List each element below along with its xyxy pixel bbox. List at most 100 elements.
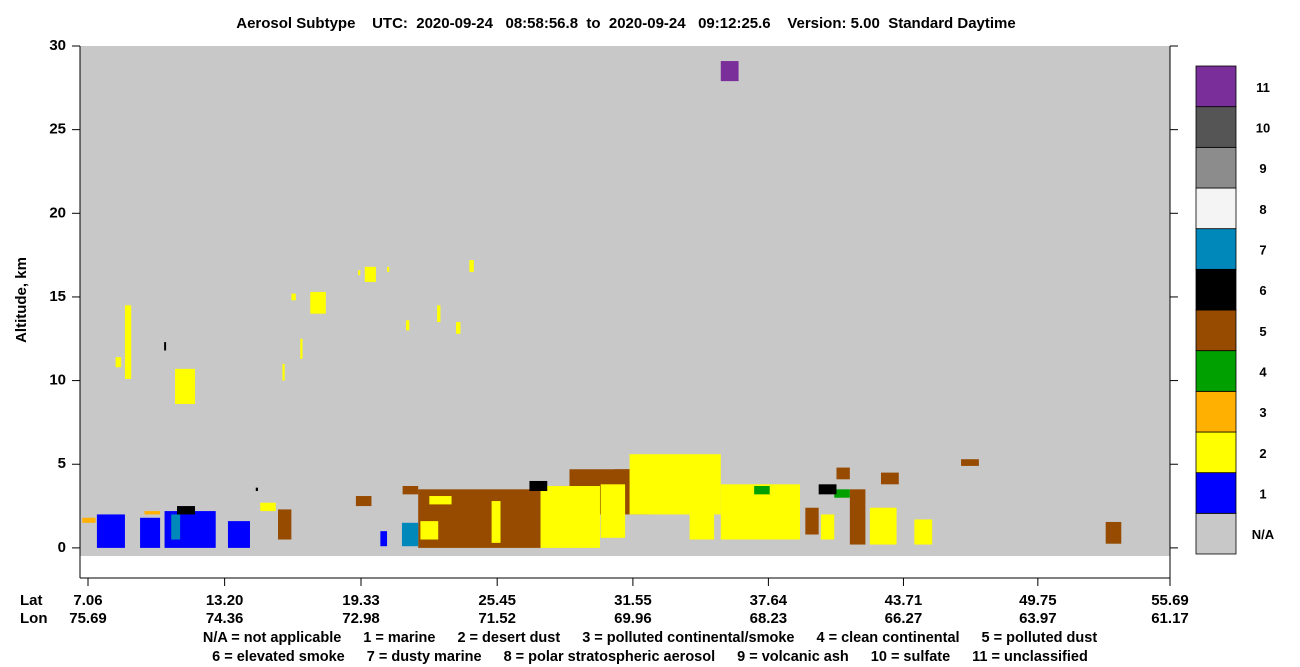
x-tick-label: 37.64 [750, 592, 788, 609]
aerosol-feature [836, 467, 850, 480]
colorbar-swatch [1195, 390, 1237, 433]
aerosol-feature [689, 480, 715, 540]
aerosol-feature [291, 293, 296, 301]
x-tick-label: 7.06 [73, 592, 102, 609]
x-tick-label: 55.69 [1151, 592, 1189, 609]
aerosol-feature [227, 521, 250, 548]
legend-item: 1 = marine [363, 630, 436, 646]
aerosol-feature [144, 511, 161, 515]
x-tick-label: 19.33 [342, 592, 380, 609]
aerosol-feature [164, 342, 167, 351]
colorbar-label: N/A [1252, 527, 1275, 542]
colorbar-label: 6 [1259, 283, 1266, 298]
colorbar-label: 2 [1259, 446, 1266, 461]
aerosol-feature [914, 519, 933, 545]
aerosol-feature [171, 514, 181, 540]
aerosol-feature [124, 305, 132, 379]
colorbar-swatch [1195, 431, 1237, 474]
colorbar-label: 1 [1259, 486, 1266, 501]
aerosol-feature [278, 509, 292, 540]
aerosol-feature [82, 517, 96, 523]
x-tick-label: 49.75 [1019, 592, 1057, 609]
legend-item: 6 = elevated smoke [212, 649, 345, 665]
legend-item: 2 = desert dust [457, 630, 561, 646]
lon-tick-label: 74.36 [206, 610, 244, 627]
colorbar-swatch [1195, 512, 1237, 555]
aerosol-feature [720, 61, 739, 82]
y-tick-label: 20 [49, 204, 66, 221]
aerosol-feature [358, 270, 361, 276]
colorbar-label: 11 [1256, 80, 1270, 95]
aerosol-feature [834, 489, 850, 498]
aerosol-feature [820, 514, 835, 540]
lon-tick-label: 61.17 [1151, 610, 1189, 627]
aerosol-feature [255, 487, 258, 492]
colorbar-swatch [1195, 350, 1237, 392]
x-tick-label: 31.55 [614, 592, 652, 609]
aerosol-feature [300, 338, 303, 359]
aerosol-feature [540, 485, 600, 548]
aerosol-feature [805, 507, 819, 535]
aerosol-feature [961, 459, 979, 466]
legend-item: 10 = sulfate [870, 649, 951, 665]
aerosol-feature [429, 496, 452, 505]
lon-tick-label: 75.69 [69, 610, 107, 627]
aerosol-feature [282, 363, 285, 381]
aerosol-feature [355, 496, 372, 507]
y-tick-label: 5 [58, 455, 66, 472]
aerosol-feature [380, 531, 388, 547]
colorbar-label: 7 [1259, 242, 1266, 257]
lon-tick-label: 69.96 [614, 610, 652, 627]
aerosol-feature [529, 480, 548, 492]
lon-tick-label: 68.23 [750, 610, 788, 627]
colorbar-swatch [1195, 146, 1237, 189]
aerosol-feature [402, 485, 419, 495]
aerosol-feature [491, 501, 501, 543]
x-row-label: Lon [20, 610, 48, 627]
legend-item: 4 = clean continental [816, 630, 960, 646]
aerosol-feature [115, 357, 122, 368]
aerosol-feature [387, 266, 390, 272]
colorbar-label: 4 [1259, 364, 1267, 379]
legend-item: 8 = polar stratospheric aerosol [503, 649, 716, 665]
legend-item: N/A = not applicable [202, 630, 342, 646]
legend-item: 9 = volcanic ash [737, 649, 849, 665]
y-tick-label: 30 [49, 37, 66, 54]
legend-item: 11 = unclassified [972, 649, 1088, 665]
lon-tick-label: 66.27 [885, 610, 923, 627]
aerosol-feature [177, 506, 196, 515]
y-tick-label: 15 [49, 288, 66, 305]
y-tick-label: 0 [58, 539, 66, 556]
lon-tick-label: 63.97 [1019, 610, 1057, 627]
legend-row: 6 = elevated smoke 7 = dusty marine 8 = po… [0, 649, 1300, 665]
colorbar-swatch [1195, 65, 1237, 108]
y-axis-label: Altitude, km [13, 257, 30, 343]
legend-item: 7 = dusty marine [366, 649, 482, 665]
aerosol-feature [420, 521, 439, 540]
aerosol-feature [405, 320, 410, 331]
colorbar-swatch [1195, 187, 1237, 230]
colorbar-label: 10 [1256, 120, 1270, 135]
colorbar-label: 9 [1259, 161, 1266, 176]
aerosol-feature [175, 368, 196, 405]
aerosol-feature [437, 305, 441, 323]
aerosol-feature [456, 322, 461, 334]
colorbar-swatch [1195, 472, 1237, 514]
chart-title: Aerosol Subtype UTC: 2020-09-24 08:58:56… [236, 15, 1016, 32]
colorbar-swatch [1195, 309, 1237, 352]
aerosol-feature [1105, 521, 1122, 544]
y-tick-label: 25 [49, 121, 66, 138]
x-tick-label: 25.45 [478, 592, 516, 609]
aerosol-feature [260, 502, 276, 512]
aerosol-feature [869, 507, 897, 545]
colorbar-swatch [1195, 268, 1237, 311]
aerosol-feature [140, 517, 161, 548]
aerosol-feature [401, 522, 419, 547]
colorbar-label: 5 [1259, 324, 1266, 339]
lon-tick-label: 72.98 [342, 610, 380, 627]
legend-item: 3 = polluted continental/smoke [582, 630, 795, 646]
colorbar-swatch [1195, 228, 1237, 270]
aerosol-feature [600, 484, 626, 538]
